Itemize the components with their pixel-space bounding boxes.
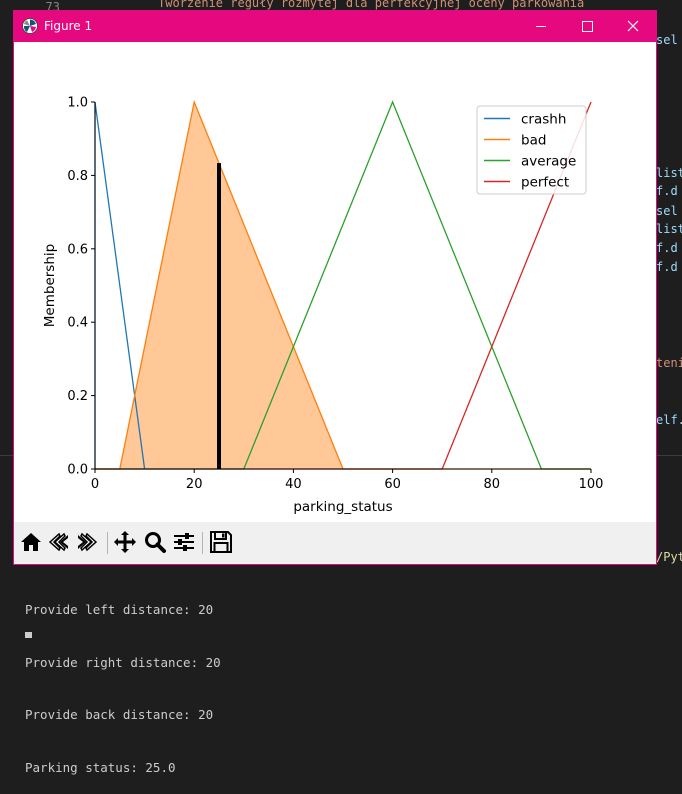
code-comment-line: Tworzenie reguły rozmytej dla perfekcyjn… [158,0,585,10]
matplotlib-icon [22,18,38,34]
terminal-path-fragment: /Pyt [656,550,682,564]
y-tick-label: 0.8 [67,169,88,184]
series-line-crashh [94,101,146,470]
terminal-line: Provide back distance: 20 [25,707,214,722]
terminal-line: Parking status: 25.0 [25,759,176,775]
code-fragment: list [656,166,682,180]
window-title: Figure 1 [44,19,93,33]
terminal-line: Provide left distance: 20 [25,602,214,617]
home-icon[interactable] [18,529,44,555]
y-tick-label: 0.4 [67,316,88,331]
code-fragment: teni [656,356,682,370]
x-tick-label: 20 [186,477,203,492]
forward-icon[interactable] [74,529,100,555]
y-axis-label: Membership [42,244,58,327]
x-tick-label: 0 [91,477,99,492]
code-fragment: sel [656,204,678,218]
save-icon[interactable] [208,529,234,555]
minimize-button[interactable] [518,11,564,42]
y-tick-label: 1.0 [67,96,88,111]
x-tick-label: 60 [384,477,401,492]
configure-subplots-icon[interactable] [171,529,197,555]
x-tick-label: 100 [579,477,604,492]
navigation-toolbar [14,522,656,564]
legend-label-bad: bad [521,133,546,149]
legend-label-crashh: crashh [521,112,566,128]
toolbar-separator [202,532,203,554]
figure-window[interactable]: Figure 1 0 20 40 60 80 100 0.0 0.2 0.4 0.6 0.8 1.0 p… [14,11,656,564]
code-fragment: f.d [656,260,678,274]
maximize-button[interactable] [564,11,610,42]
legend-label-average: average [521,154,576,170]
membership-chart: 0 20 40 60 80 100 0.0 0.2 0.4 0.6 0.8 1.0 parking_st… [42,96,604,516]
close-button[interactable] [610,11,656,42]
code-fragment: elf. [656,413,682,427]
x-axis-label: parking_status [293,499,392,515]
terminal-cursor [25,632,32,638]
code-fragment: sel [656,33,678,47]
code-fragment: list [656,222,682,236]
y-tick-label: 0.2 [67,389,88,404]
toolbar-separator [107,532,108,554]
terminal-line: Provide right distance: 20 [25,654,221,670]
bad-fill-area [119,102,343,469]
x-tick-label: 40 [285,477,302,492]
code-fragment: f.d [656,241,678,255]
y-tick-label: 0.0 [67,463,88,478]
plot-canvas[interactable]: 0 20 40 60 80 100 0.0 0.2 0.4 0.6 0.8 1.0 parking_st… [14,42,656,522]
x-tick-label: 80 [484,477,501,492]
terminal-output: Provide left distance: 20 Provide right … [25,566,221,794]
zoom-icon[interactable] [142,529,168,555]
back-icon[interactable] [46,529,72,555]
code-fragment: f.d [656,184,678,198]
window-titlebar[interactable]: Figure 1 [14,11,656,42]
y-tick-label: 0.6 [67,242,88,257]
legend-box [476,105,587,195]
legend-label-perfect: perfect [521,175,569,191]
line-number: 73 [45,0,60,14]
pan-icon[interactable] [112,529,138,555]
